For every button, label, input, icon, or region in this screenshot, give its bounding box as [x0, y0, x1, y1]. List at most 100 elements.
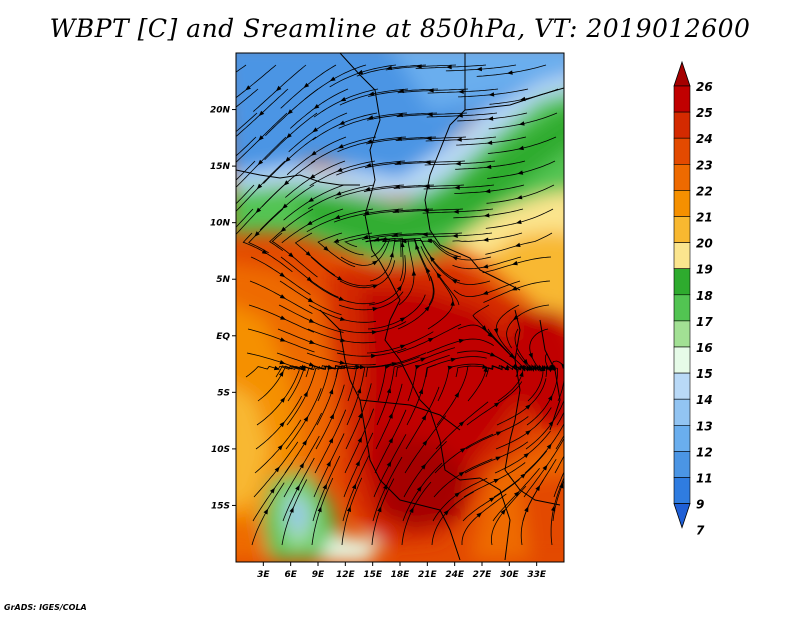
- lat-label: 15S: [211, 501, 230, 511]
- longitude-labels: 3E 6E 9E 12E 15E 18E 21E 24E 27E 30E 33E: [257, 562, 547, 580]
- streamline-arrow: [421, 414, 427, 421]
- streamline-arrow: [303, 82, 310, 88]
- streamline-arrow: [339, 360, 346, 365]
- streamline-arrow: [295, 484, 300, 491]
- streamline-arrow: [528, 352, 533, 359]
- streamline: [556, 411, 564, 426]
- colorbar-swatch: [673, 137, 691, 165]
- colorbar-swatch: [673, 294, 691, 322]
- streamline-arrow: [312, 127, 318, 133]
- streamline-arrow: [518, 121, 525, 126]
- streamline: [236, 136, 257, 157]
- streamline-arrow: [306, 276, 313, 282]
- streamline-arrow: [490, 352, 496, 357]
- streamline-arrow: [303, 415, 309, 422]
- streamline-arrow: [481, 325, 487, 331]
- streamline-arrow: [372, 307, 379, 312]
- streamline-arrow: [261, 249, 268, 255]
- streamline-arrow: [257, 159, 264, 166]
- colorbar-label: 13: [696, 419, 713, 433]
- streamline-arrow: [386, 387, 392, 394]
- streamline-arrow: [482, 264, 489, 269]
- streamline-arrow: [365, 163, 372, 168]
- streamline-arrow: [339, 316, 346, 321]
- streamline-arrow: [422, 440, 428, 446]
- colorbar-label: 20: [696, 237, 713, 251]
- lon-label: 6E: [284, 570, 297, 580]
- streamline-arrow: [487, 332, 493, 338]
- streamline-arrow: [514, 491, 520, 497]
- streamline: [236, 112, 258, 133]
- streamline-arrow: [482, 290, 489, 295]
- streamline-arrow: [329, 76, 336, 82]
- streamline-arrow: [458, 421, 465, 427]
- streamline-arrow: [389, 251, 394, 258]
- streamline-arrow: [396, 285, 402, 291]
- streamline-arrow: [280, 226, 287, 232]
- streamline-arrow: [400, 344, 406, 349]
- streamline-arrow: [287, 109, 293, 115]
- streamline-arrow: [372, 260, 378, 266]
- streamline: [554, 455, 564, 474]
- streamline-arrow: [540, 365, 546, 372]
- lon-label: 15E: [363, 570, 383, 580]
- streamline-arrow: [355, 460, 360, 467]
- colorbar-swatch: [673, 424, 691, 452]
- streamline-arrow: [542, 464, 548, 471]
- streamline-arrow: [509, 353, 515, 359]
- streamline-arrow: [418, 388, 423, 395]
- streamline-arrow: [511, 286, 518, 291]
- streamline-arrow: [420, 357, 427, 362]
- streamline-arrow: [514, 242, 521, 247]
- streamline-arrow: [565, 460, 569, 466]
- colorbar-swatch: [673, 320, 691, 348]
- streamline-arrow: [458, 338, 465, 344]
- streamline-arrow: [367, 115, 374, 120]
- colorbar-swatch: [673, 398, 691, 426]
- streamline-arrow: [454, 492, 461, 498]
- streamline-arrow: [429, 256, 435, 262]
- streamline-arrow: [400, 239, 407, 244]
- colorbar-label: 19: [696, 263, 713, 277]
- streamline-arrow: [383, 483, 388, 490]
- streamline: [551, 360, 564, 402]
- lon-label: 30E: [500, 570, 520, 580]
- streamline-arrow: [476, 512, 483, 518]
- colorbar-swatch: [673, 111, 691, 139]
- streamline-arrow: [279, 370, 284, 377]
- streamline-arrow: [327, 365, 334, 370]
- lat-label: 10S: [211, 445, 230, 455]
- streamline-arrow: [258, 110, 265, 117]
- streamline-arrow: [454, 185, 460, 190]
- streamline-arrow: [414, 365, 421, 370]
- streamline-arrow: [258, 135, 264, 141]
- streamline-arrow: [483, 366, 488, 373]
- streamline-arrow: [386, 461, 392, 467]
- streamline-arrow: [511, 260, 518, 266]
- streamline-arrow: [357, 387, 362, 394]
- colorbar-swatch: [673, 451, 691, 478]
- streamline-arrow: [400, 241, 405, 248]
- lat-label: 20N: [210, 106, 231, 116]
- streamline-arrow: [308, 318, 315, 323]
- streamline-arrow: [362, 234, 369, 240]
- streamline-arrow: [329, 413, 334, 420]
- streamline-arrow: [489, 497, 495, 502]
- colorbar-label: 17: [696, 315, 713, 329]
- lon-label: 9E: [312, 570, 325, 580]
- colorbar-label: 23: [696, 158, 713, 172]
- colorbar-swatch: [673, 346, 691, 374]
- streamline-arrow: [416, 485, 422, 492]
- colorbar-swatch: [673, 85, 691, 113]
- streamline-arrow: [371, 330, 378, 335]
- streamline-arrow: [399, 317, 406, 322]
- streamline-arrow: [450, 300, 455, 306]
- streamline-arrow: [303, 391, 308, 397]
- streamline-arrow: [337, 276, 343, 281]
- streamline-arrow: [426, 136, 432, 141]
- streamline-arrow: [424, 305, 430, 312]
- streamline-arrow: [338, 296, 345, 301]
- streamline-arrow: [309, 339, 316, 344]
- streamline-arrow: [446, 64, 452, 70]
